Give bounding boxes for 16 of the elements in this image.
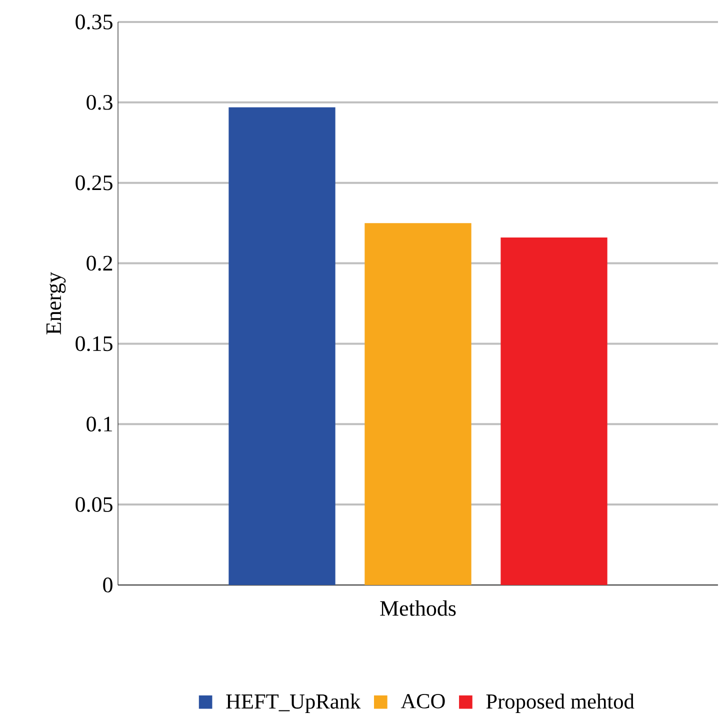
y-tick-label: 0.35 xyxy=(76,14,112,30)
y-tick-label: 0.1 xyxy=(86,416,112,432)
legend-label: HEFT_UpRank xyxy=(226,694,361,714)
bar xyxy=(228,107,336,585)
bar xyxy=(364,223,472,585)
y-tick-label: 0.2 xyxy=(86,256,112,271)
y-tick-label: 0.15 xyxy=(76,336,112,352)
y-tick-label: 0.05 xyxy=(76,497,112,512)
x-tick-label: Methods xyxy=(380,600,456,616)
bar xyxy=(500,238,608,585)
legend-label: Proposed mehtod xyxy=(486,694,634,714)
y-tick-label: 0.3 xyxy=(86,94,112,110)
y-tick-label: 0 xyxy=(103,578,112,592)
y-tick-label: 0.25 xyxy=(76,175,112,190)
y-axis-title: Energy xyxy=(46,272,66,334)
legend-label: ACO xyxy=(400,694,445,708)
